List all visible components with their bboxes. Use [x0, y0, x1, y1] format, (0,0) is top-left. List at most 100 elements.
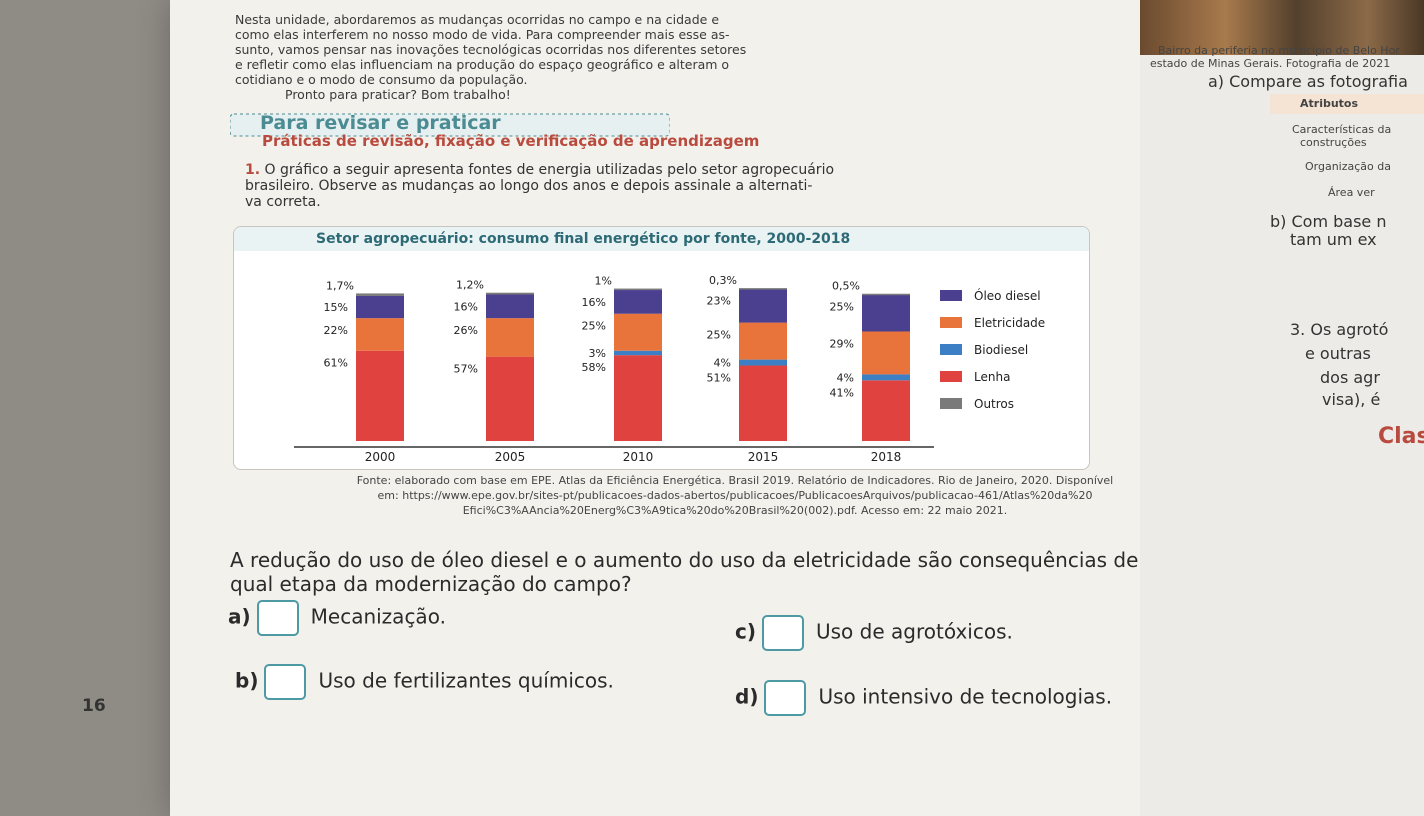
data-label: 25% [830, 300, 854, 313]
chart-title: Setor agropecuário: consumo final energé… [316, 231, 851, 247]
bar-segment [739, 359, 787, 366]
bar-segment [862, 331, 910, 375]
option-c[interactable]: c) Uso de agrotóxicos. [735, 615, 1013, 651]
option-b[interactable]: b) Uso de fertilizantes químicos. [235, 664, 614, 700]
question-line: va correta. [245, 194, 321, 210]
legend-swatch [940, 290, 962, 301]
bar-segment [614, 288, 662, 291]
data-label: 23% [707, 295, 731, 308]
chart-title-bar [234, 227, 1089, 251]
section-subtitle: Práticas de revisão, fixação e verificaç… [262, 132, 760, 150]
bar-segment [614, 355, 662, 441]
table-cell: Organização da [1305, 160, 1391, 173]
x-tick-label: 2018 [871, 450, 902, 464]
data-label: 26% [454, 324, 478, 337]
bar-segment [862, 293, 910, 296]
bar-segment [862, 374, 910, 381]
data-label: 0,5% [832, 280, 860, 293]
intro-line: Pronto para praticar? Bom trabalho! [285, 87, 511, 102]
data-label: 16% [454, 300, 478, 313]
data-label: 25% [707, 329, 731, 342]
bar-segment [862, 380, 910, 441]
item-b: b) Com base n [1270, 212, 1387, 231]
option-letter: d) [735, 684, 759, 709]
option-d[interactable]: d) Uso intensivo de tecnologias. [735, 680, 1112, 716]
option-d-checkbox[interactable] [764, 680, 807, 716]
intro-line: e refletir como elas influenciam na prod… [235, 57, 730, 72]
legend-swatch [940, 398, 962, 409]
data-label: 61% [324, 357, 348, 370]
data-label: 25% [582, 320, 606, 333]
option-text: Uso de agrotóxicos. [816, 619, 1013, 644]
intro-line: cotidiano e o modo de consumo da populaç… [235, 72, 528, 87]
table-header: Atributos [1300, 97, 1359, 110]
bar-segment [739, 365, 787, 441]
table-cell: Área ver [1328, 186, 1375, 199]
option-letter: b) [235, 668, 259, 693]
data-label: 1,7% [326, 279, 354, 292]
option-a[interactable]: a) Mecanização. [228, 600, 446, 636]
chart-container: Setor agropecuário: consumo final energé… [233, 226, 1090, 470]
bar-segment [614, 350, 662, 356]
data-label: 22% [324, 324, 348, 337]
item-3: 3. Os agrotó [1290, 320, 1389, 339]
bar-segment [486, 294, 534, 319]
legend-label: Outros [974, 397, 1014, 411]
x-tick-label: 2010 [623, 450, 654, 464]
bar-segment [356, 295, 404, 319]
legend-label: Eletricidade [974, 316, 1045, 330]
option-text: Uso intensivo de tecnologias. [818, 684, 1113, 709]
legend-label: Biodiesel [974, 343, 1028, 357]
background-left [0, 0, 170, 816]
bar-segment [356, 293, 404, 296]
bar-segment [486, 292, 534, 295]
section-title: Para revisar e praticar [260, 112, 501, 134]
data-label: 3% [589, 347, 606, 360]
neighborhood-photo [1140, 0, 1424, 55]
chart-source: Fonte: elaborado com base em EPE. Atlas … [300, 473, 1170, 518]
data-label: 1% [595, 275, 612, 288]
data-label: 4% [714, 357, 731, 370]
x-tick-label: 2015 [748, 450, 779, 464]
question-line: brasileiro. Observe as mudanças ao longo… [245, 178, 813, 194]
bar-segment [486, 318, 534, 357]
bar-segment [739, 288, 787, 323]
right-page [1140, 0, 1424, 816]
data-label: 29% [830, 337, 854, 350]
x-tick-label: 2005 [495, 450, 526, 464]
intro-line: como elas interferem no nosso modo de vi… [235, 27, 730, 42]
bar-segment [614, 313, 662, 351]
photo-caption: estado de Minas Gerais. Fotografia de 20… [1150, 57, 1391, 70]
item-3: e outras [1305, 344, 1371, 363]
stacked-bar-chart: 61% 22% 15% 1,7% 2000 57% 26% 16% 1,2% 2005 58%3% 2… [294, 274, 1045, 464]
table-cell: construções [1300, 136, 1367, 149]
intro-text: Nesta unidade, abordaremos as mudanças o… [235, 12, 1040, 102]
data-label: 0,3% [709, 274, 737, 287]
option-a-checkbox[interactable] [256, 600, 299, 636]
legend-label: Óleo diesel [974, 288, 1041, 303]
question-number: 1. [245, 162, 261, 178]
bar-segment [614, 290, 662, 314]
item-a: a) Compare as fotografia [1208, 72, 1408, 91]
data-label: 1,2% [456, 279, 484, 292]
legend-swatch [940, 317, 962, 328]
legend-swatch [940, 371, 962, 382]
item-3: dos agr [1320, 368, 1380, 387]
source-line: Fonte: elaborado com base em EPE. Atlas … [356, 474, 1114, 487]
page-number: 16 [82, 696, 106, 716]
question-1: 1. O gráfico a seguir apresenta fontes d… [245, 162, 1065, 210]
option-text: Mecanização. [310, 604, 446, 629]
bar-segment [356, 318, 404, 351]
bar-segment [486, 356, 534, 441]
bar-segment [862, 294, 910, 332]
bar-segment [739, 322, 787, 360]
item-3: visa), é [1322, 390, 1381, 409]
table-cell: Características da [1292, 123, 1392, 136]
data-label: 51% [707, 372, 731, 385]
photo-caption: Bairro da periferia no município de Belo… [1158, 44, 1400, 57]
option-b-checkbox[interactable] [264, 664, 307, 700]
data-label: 41% [830, 386, 854, 399]
option-c-checkbox[interactable] [762, 615, 804, 651]
legend-label: Lenha [974, 370, 1010, 384]
bar-segment [356, 350, 404, 441]
